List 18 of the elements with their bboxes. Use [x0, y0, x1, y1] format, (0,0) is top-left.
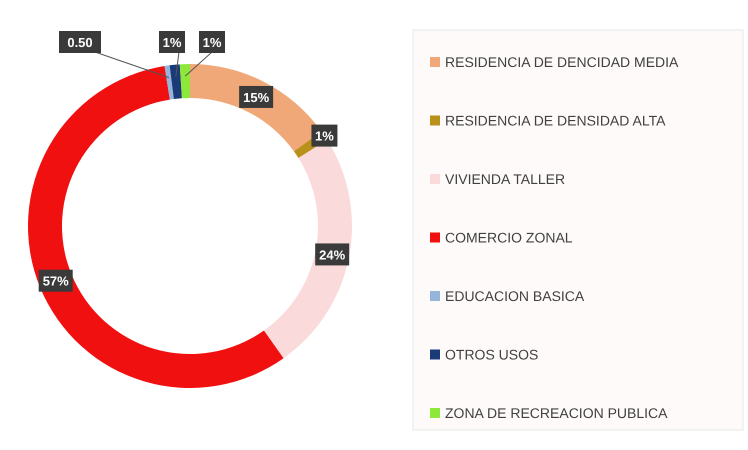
legend-label: OTROS USOS	[445, 346, 538, 362]
data-label: 1%	[202, 35, 222, 50]
donut-slice	[164, 65, 174, 100]
legend-label: EDUCACION BASICA	[445, 288, 585, 304]
donut-slice	[170, 64, 182, 100]
donut-slice	[28, 66, 284, 388]
data-label: 15%	[243, 90, 270, 105]
legend-label: ZONA DE RECREACION PUBLICA	[445, 405, 668, 421]
legend-label: RESIDENCIA DE DENCIDAD MEDIA	[445, 54, 680, 70]
legend-label: RESIDENCIA DE DENSIDAD ALTA	[445, 112, 666, 128]
data-label: 1%	[162, 35, 182, 50]
data-label: 24%	[319, 247, 346, 262]
data-label: 1%	[315, 128, 334, 144]
legend-label: COMERCIO ZONAL	[445, 230, 573, 246]
data-label: 0.50	[67, 35, 93, 50]
legend-label: VIVIENDA TALLER	[445, 171, 566, 187]
donut-slice	[180, 64, 190, 98]
data-label: 57%	[42, 274, 70, 289]
